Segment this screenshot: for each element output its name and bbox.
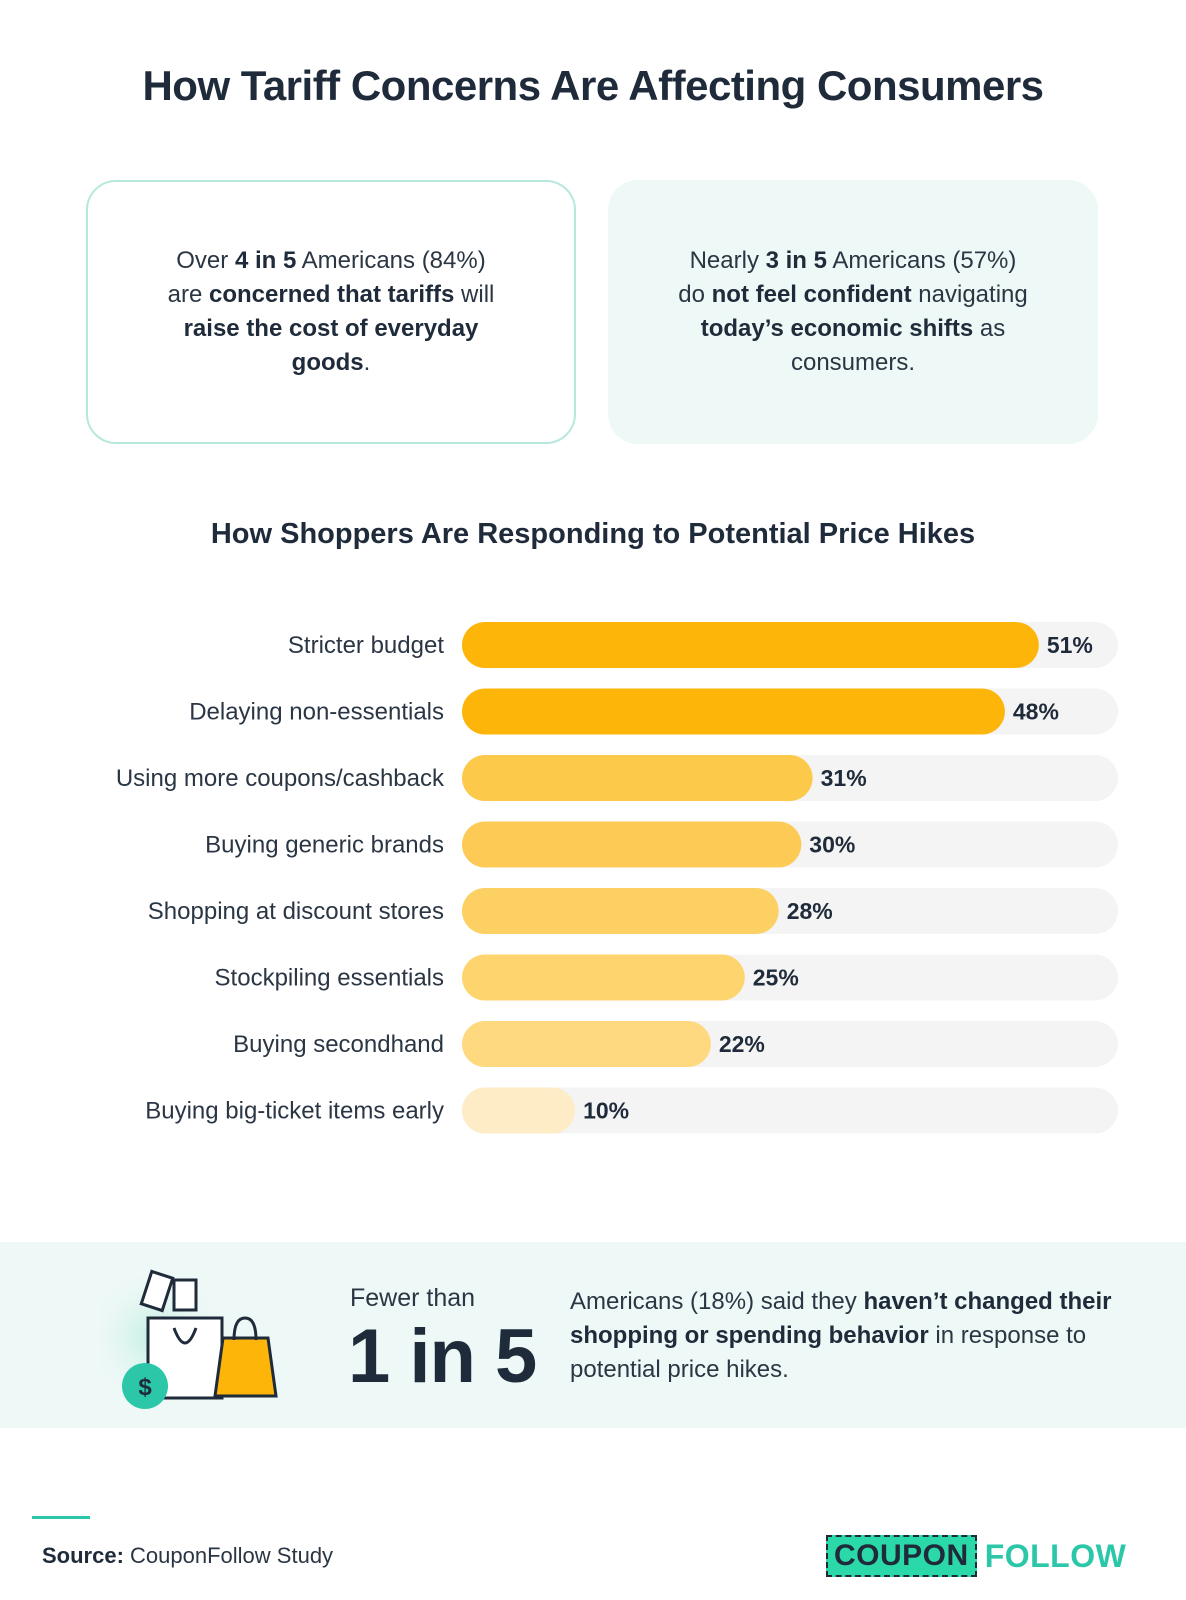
summary-text: Americans (18%) said they haven’t change…: [570, 1285, 1130, 1387]
card-1-segment: Nearly: [689, 247, 766, 274]
stat-card-concern: Over 4 in 5 Americans (84%) are concerne…: [86, 180, 576, 444]
stat-card-text: Over 4 in 5 Americans (84%) are concerne…: [158, 244, 504, 380]
card-0-segment: 4 in 5: [234, 247, 297, 274]
source-text: CouponFollow Study: [130, 1543, 334, 1568]
summary-segment: haven’t changed their shopping or spendi…: [570, 1288, 1112, 1349]
stat-card-confidence: Nearly 3 in 5 Americans (57%) do not fee…: [608, 180, 1098, 444]
shopping-bags-dollar-icon: $: [100, 1267, 278, 1409]
card-0-segment: raise the cost of everyday goods: [183, 315, 479, 376]
value-label: 31%: [821, 765, 867, 791]
couponfollow-logo: COUPON FOLLOW: [826, 1535, 1126, 1577]
bar-chart: Stricter budget 51% Delaying non-essential…: [116, 622, 1118, 1134]
source-line: Source: CouponFollow Study: [42, 1543, 333, 1569]
value-label: 30%: [809, 832, 855, 858]
bar: [462, 821, 802, 868]
card-0-segment: Americans (84%) are: [167, 247, 486, 308]
card-1-segment: navigating: [911, 281, 1028, 308]
category-label: Using more coupons/cashback: [116, 765, 445, 792]
summary-prefix: Fewer than: [350, 1284, 476, 1312]
logo-coupon: COUPON: [826, 1535, 977, 1577]
bar: [462, 755, 813, 801]
category-label: Buying generic brands: [205, 832, 444, 859]
summary-band: $ Fewer than 1 in 5 Americans (18%) said…: [0, 1242, 1186, 1428]
card-0-segment: Over: [176, 247, 235, 274]
source-label: Source:: [42, 1543, 124, 1568]
value-label: 28%: [787, 898, 833, 924]
bar: [462, 1087, 576, 1134]
svg-text:$: $: [138, 1374, 152, 1401]
logo-follow: FOLLOW: [984, 1537, 1127, 1574]
bar: [462, 688, 1005, 735]
value-label: 22%: [719, 1031, 765, 1057]
bar: [462, 888, 779, 934]
summary-segment: Americans (18%) said they: [570, 1288, 864, 1315]
card-1-segment: as consumers.: [790, 315, 1006, 376]
category-label: Stockpiling essentials: [215, 965, 444, 992]
stat-card-text: Nearly 3 in 5 Americans (57%) do not fee…: [678, 244, 1028, 380]
bar-track: [462, 1087, 1118, 1134]
value-label: 25%: [753, 965, 799, 991]
summary-segment: in response to potential price hikes.: [570, 1322, 1087, 1383]
value-label: 48%: [1013, 699, 1059, 725]
bar: [462, 622, 1039, 668]
page-title: How Tariff Concerns Are Affecting Consum…: [142, 62, 1044, 109]
card-1-segment: 3 in 5: [765, 247, 827, 274]
summary-big-stat: 1 in 5: [348, 1314, 537, 1399]
value-label: 51%: [1047, 632, 1093, 658]
source-divider: [32, 1516, 90, 1519]
category-label: Shopping at discount stores: [148, 898, 444, 925]
category-label: Delaying non-essentials: [189, 699, 444, 726]
card-0-segment: .: [363, 349, 371, 376]
card-0-segment: will: [454, 281, 495, 308]
value-label: 10%: [583, 1098, 629, 1124]
bar: [462, 954, 745, 1001]
category-label: Buying secondhand: [233, 1031, 444, 1058]
category-label: Buying big-ticket items early: [145, 1098, 444, 1125]
card-1-segment: Americans (57%) do: [678, 247, 1017, 308]
bar: [462, 1021, 711, 1067]
category-label: Stricter budget: [288, 632, 444, 659]
card-0-segment: concerned that tariffs: [208, 281, 455, 308]
card-1-segment: today’s economic shifts: [700, 315, 974, 342]
chart-title: How Shoppers Are Responding to Potential…: [210, 518, 976, 550]
card-1-segment: not feel confident: [711, 281, 912, 308]
